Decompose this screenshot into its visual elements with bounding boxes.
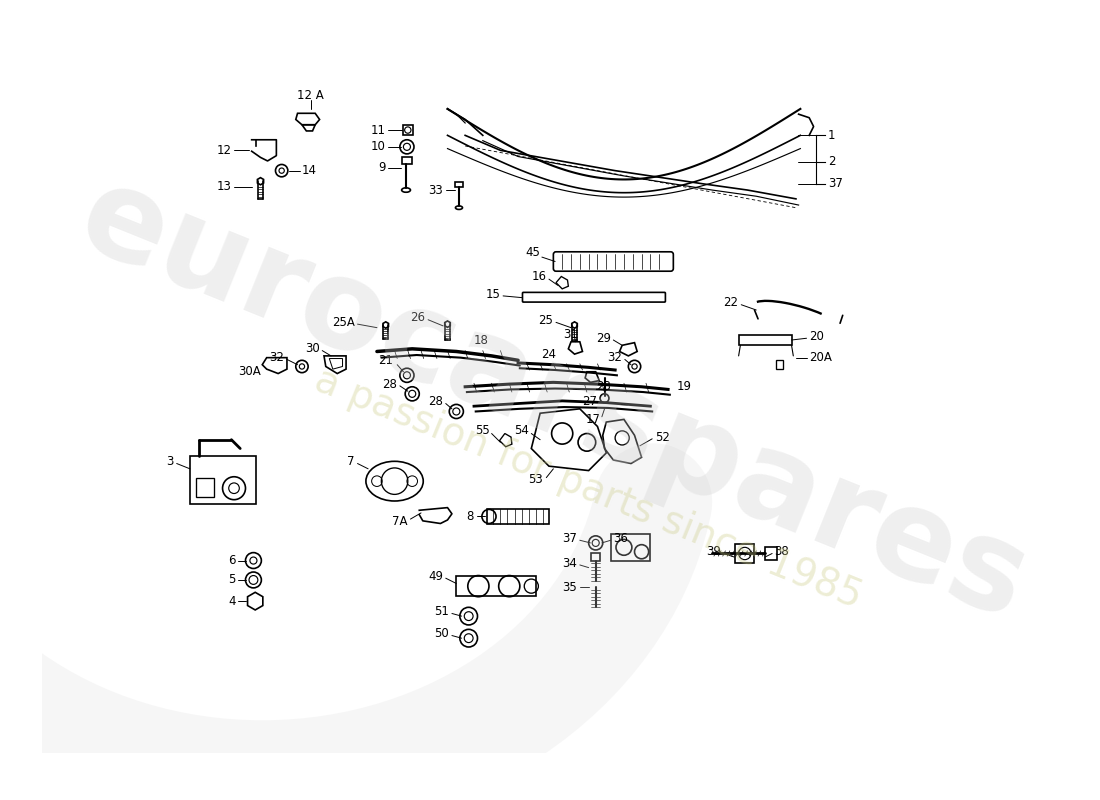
Text: 30: 30 xyxy=(305,342,320,355)
Text: 8: 8 xyxy=(466,510,474,523)
Bar xyxy=(487,510,549,523)
Text: 20A: 20A xyxy=(810,351,832,364)
Text: 25: 25 xyxy=(539,314,553,327)
Text: 31: 31 xyxy=(563,328,579,342)
Text: 16: 16 xyxy=(531,270,547,283)
Text: 5: 5 xyxy=(229,574,235,586)
Text: 50: 50 xyxy=(434,627,449,640)
Text: 14: 14 xyxy=(302,164,317,177)
Text: 18: 18 xyxy=(474,334,488,346)
Text: 32: 32 xyxy=(607,351,623,364)
Bar xyxy=(735,544,755,563)
Bar xyxy=(402,158,412,165)
Text: 34: 34 xyxy=(562,557,578,570)
Text: 17: 17 xyxy=(585,413,601,426)
Text: 53: 53 xyxy=(528,473,542,486)
Text: 32: 32 xyxy=(270,351,284,364)
Bar xyxy=(456,577,536,596)
Text: 28: 28 xyxy=(428,395,443,408)
Bar xyxy=(592,554,601,561)
Text: 25A: 25A xyxy=(332,316,355,329)
Text: 7: 7 xyxy=(348,455,355,468)
Bar xyxy=(196,478,213,497)
Text: 6: 6 xyxy=(229,554,235,567)
Text: 33: 33 xyxy=(428,183,443,197)
Text: 13: 13 xyxy=(217,180,231,193)
Text: 12: 12 xyxy=(217,144,231,157)
Text: 35: 35 xyxy=(562,581,578,594)
Bar xyxy=(766,547,778,560)
Bar xyxy=(776,360,783,369)
Text: 3: 3 xyxy=(167,455,174,468)
Text: 26: 26 xyxy=(410,310,426,323)
Text: 36: 36 xyxy=(614,532,628,545)
Text: 39: 39 xyxy=(706,546,721,558)
Text: 22: 22 xyxy=(724,297,738,310)
Text: 54: 54 xyxy=(514,424,529,438)
Text: 11: 11 xyxy=(371,123,386,137)
Text: 7A: 7A xyxy=(393,515,408,528)
Bar xyxy=(190,455,256,504)
Text: 45: 45 xyxy=(526,246,540,259)
Text: 2: 2 xyxy=(827,155,835,168)
Bar xyxy=(455,182,462,187)
Text: 37: 37 xyxy=(827,178,843,190)
Text: eurocarspares: eurocarspares xyxy=(63,154,1044,646)
Text: 24: 24 xyxy=(541,348,557,361)
Text: 10: 10 xyxy=(371,140,386,154)
Text: 49: 49 xyxy=(428,570,443,583)
Text: 27: 27 xyxy=(583,395,597,408)
Text: 21: 21 xyxy=(377,354,393,367)
Text: 20: 20 xyxy=(810,330,824,343)
Text: 28: 28 xyxy=(383,378,397,390)
Text: 23: 23 xyxy=(596,380,611,394)
Bar xyxy=(610,534,650,561)
Text: 19: 19 xyxy=(676,380,692,394)
Text: 51: 51 xyxy=(434,606,449,618)
Text: 52: 52 xyxy=(654,430,670,443)
Bar xyxy=(403,125,414,135)
Text: 1: 1 xyxy=(827,129,835,142)
Text: 55: 55 xyxy=(475,424,490,438)
Text: 38: 38 xyxy=(774,546,789,558)
Text: 9: 9 xyxy=(378,162,386,174)
Text: 29: 29 xyxy=(596,332,611,345)
Text: 30A: 30A xyxy=(238,366,261,378)
Text: 15: 15 xyxy=(485,288,501,301)
Text: a passion for parts since 1985: a passion for parts since 1985 xyxy=(309,361,868,616)
Text: 37: 37 xyxy=(562,532,578,545)
Text: 12 A: 12 A xyxy=(297,89,324,102)
Text: 4: 4 xyxy=(229,594,235,608)
Bar xyxy=(738,334,792,346)
